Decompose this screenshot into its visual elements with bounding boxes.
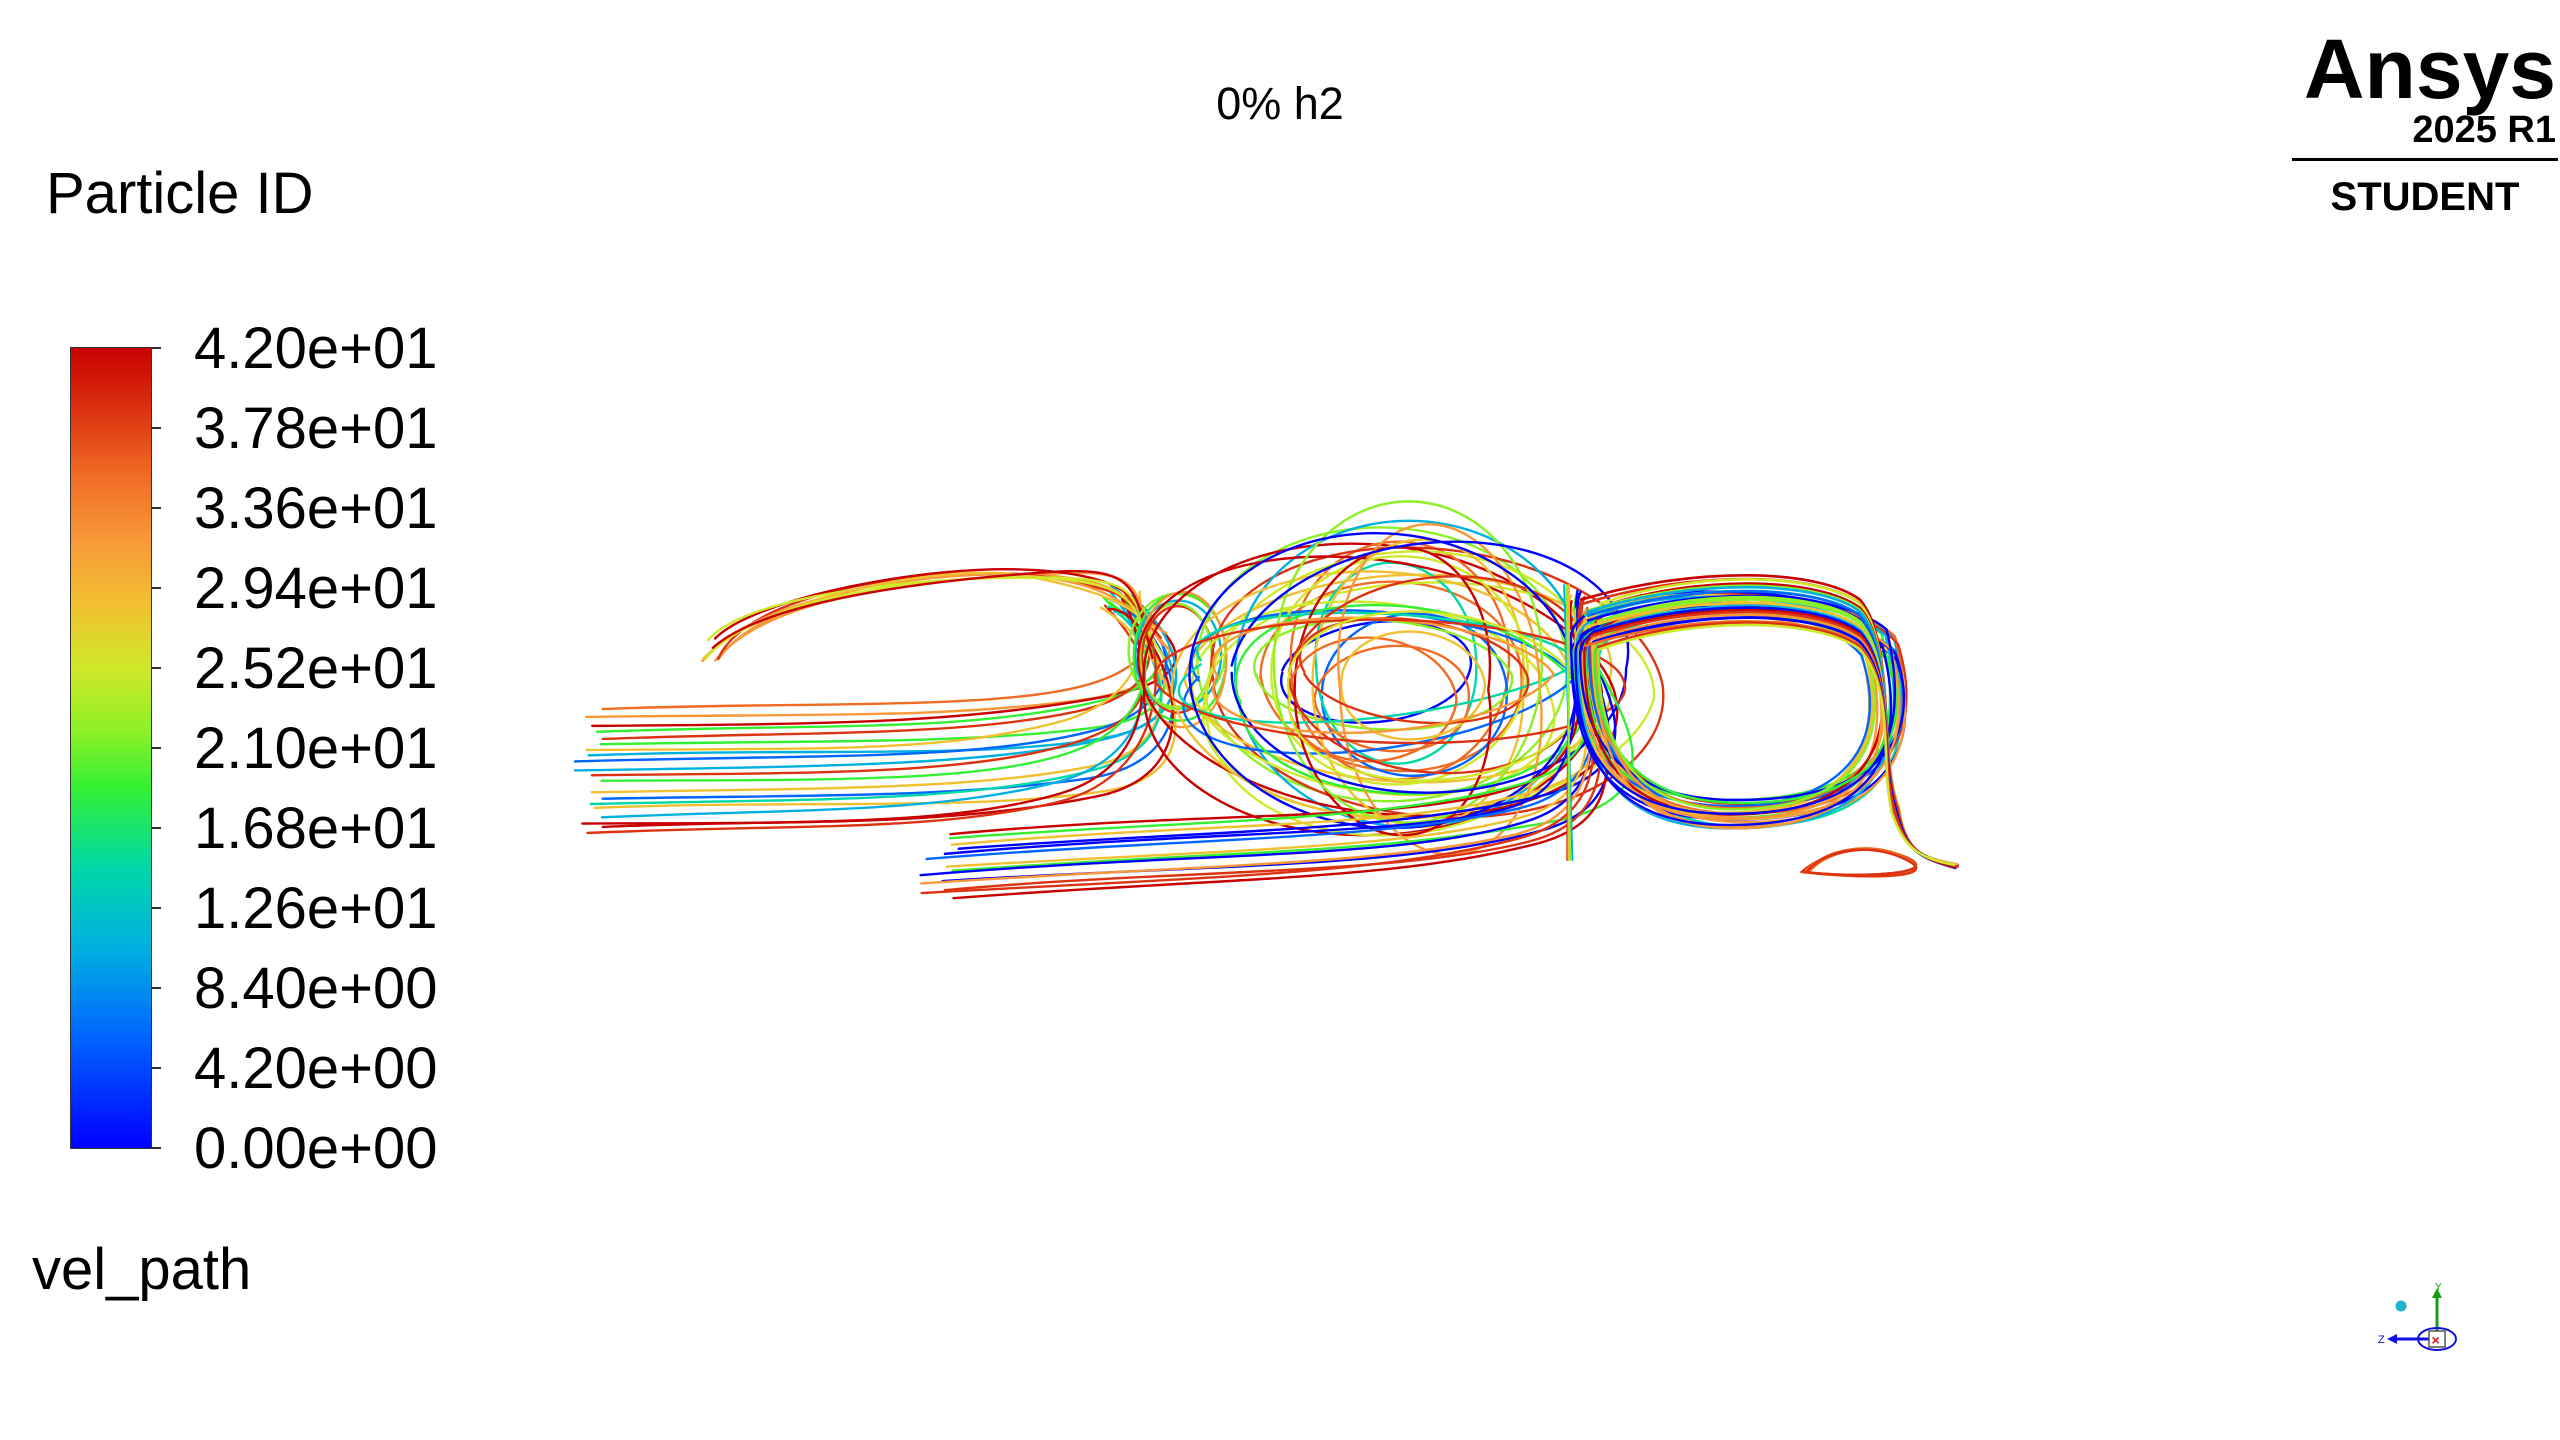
pathline: [1137, 555, 1619, 817]
pathline: [586, 596, 1158, 835]
colormap-bar: [70, 347, 152, 1149]
colormap-tick: [151, 667, 161, 669]
colormap-tick: [151, 907, 161, 909]
colormap-tick: [151, 1147, 161, 1149]
pathline: [600, 590, 1147, 782]
triad-y-label: Y: [2435, 1282, 2442, 1293]
colormap-tick-label: 3.36e+01: [194, 476, 438, 541]
pathline: [1803, 848, 1918, 878]
colormap-tick-label: 2.94e+01: [194, 556, 438, 621]
ansys-brand-text: Ansys: [2304, 22, 2556, 116]
pathline: [951, 604, 1634, 872]
colormap-tick-label: 0.00e+00: [194, 1116, 438, 1181]
colormap-tick: [151, 1067, 161, 1069]
pathline: [1597, 623, 1956, 867]
colormap-tick: [151, 347, 161, 349]
colormap-tick-label: 1.26e+01: [194, 876, 438, 941]
ansys-version-text: 2025 R1: [2412, 109, 2556, 151]
axis-triad[interactable]: Y Z ×: [2375, 1278, 2475, 1378]
pathline: [1230, 540, 1630, 794]
colormap-tick-label: 8.40e+00: [194, 956, 438, 1021]
pathline: [1287, 636, 1458, 763]
pathline: [1313, 644, 1471, 753]
pathline: [1270, 555, 1529, 786]
ansys-edition-text: STUDENT: [2331, 175, 2520, 219]
pathline: [952, 600, 1608, 900]
logo-divider: [2292, 158, 2558, 161]
colormap-tick: [151, 987, 161, 989]
pathline: [601, 602, 1150, 711]
colormap-tick: [151, 587, 161, 589]
colormap-tick-label: 2.52e+01: [194, 636, 438, 701]
triad-y-arrow-icon: [2432, 1288, 2442, 1298]
ansys-logo: Ansys 2025 R1 STUDENT: [2292, 22, 2558, 219]
colormap-tick-label: 4.20e+01: [194, 316, 438, 381]
pathline: [1565, 584, 1572, 861]
colormap-tick: [151, 747, 161, 749]
colormap-tick-label: 1.68e+01: [194, 796, 438, 861]
triad-x-marker-icon: ×: [2432, 1332, 2440, 1348]
pathline: [599, 601, 1166, 746]
colormap-tick: [151, 827, 161, 829]
colormap-tick-label: 3.78e+01: [194, 396, 438, 461]
view-title: 0% h2: [1216, 78, 1344, 129]
legend-title: Particle ID: [46, 161, 314, 226]
triad-center-box: [2428, 1330, 2446, 1348]
pathline: [1153, 618, 1627, 745]
scene-name: vel_path: [32, 1237, 252, 1302]
colormap-tick: [151, 427, 161, 429]
triad-origin-icon: [2395, 1300, 2407, 1312]
colormap-tick-label: 4.20e+00: [194, 1036, 438, 1101]
triad-z-label: Z: [2378, 1334, 2385, 1346]
triad-ring: [2417, 1327, 2457, 1351]
triad-z-arrow-icon: [2387, 1334, 2397, 1344]
colormap-tick: [151, 507, 161, 509]
pathline: [711, 569, 1154, 660]
colormap-tick-label: 2.10e+01: [194, 716, 438, 781]
